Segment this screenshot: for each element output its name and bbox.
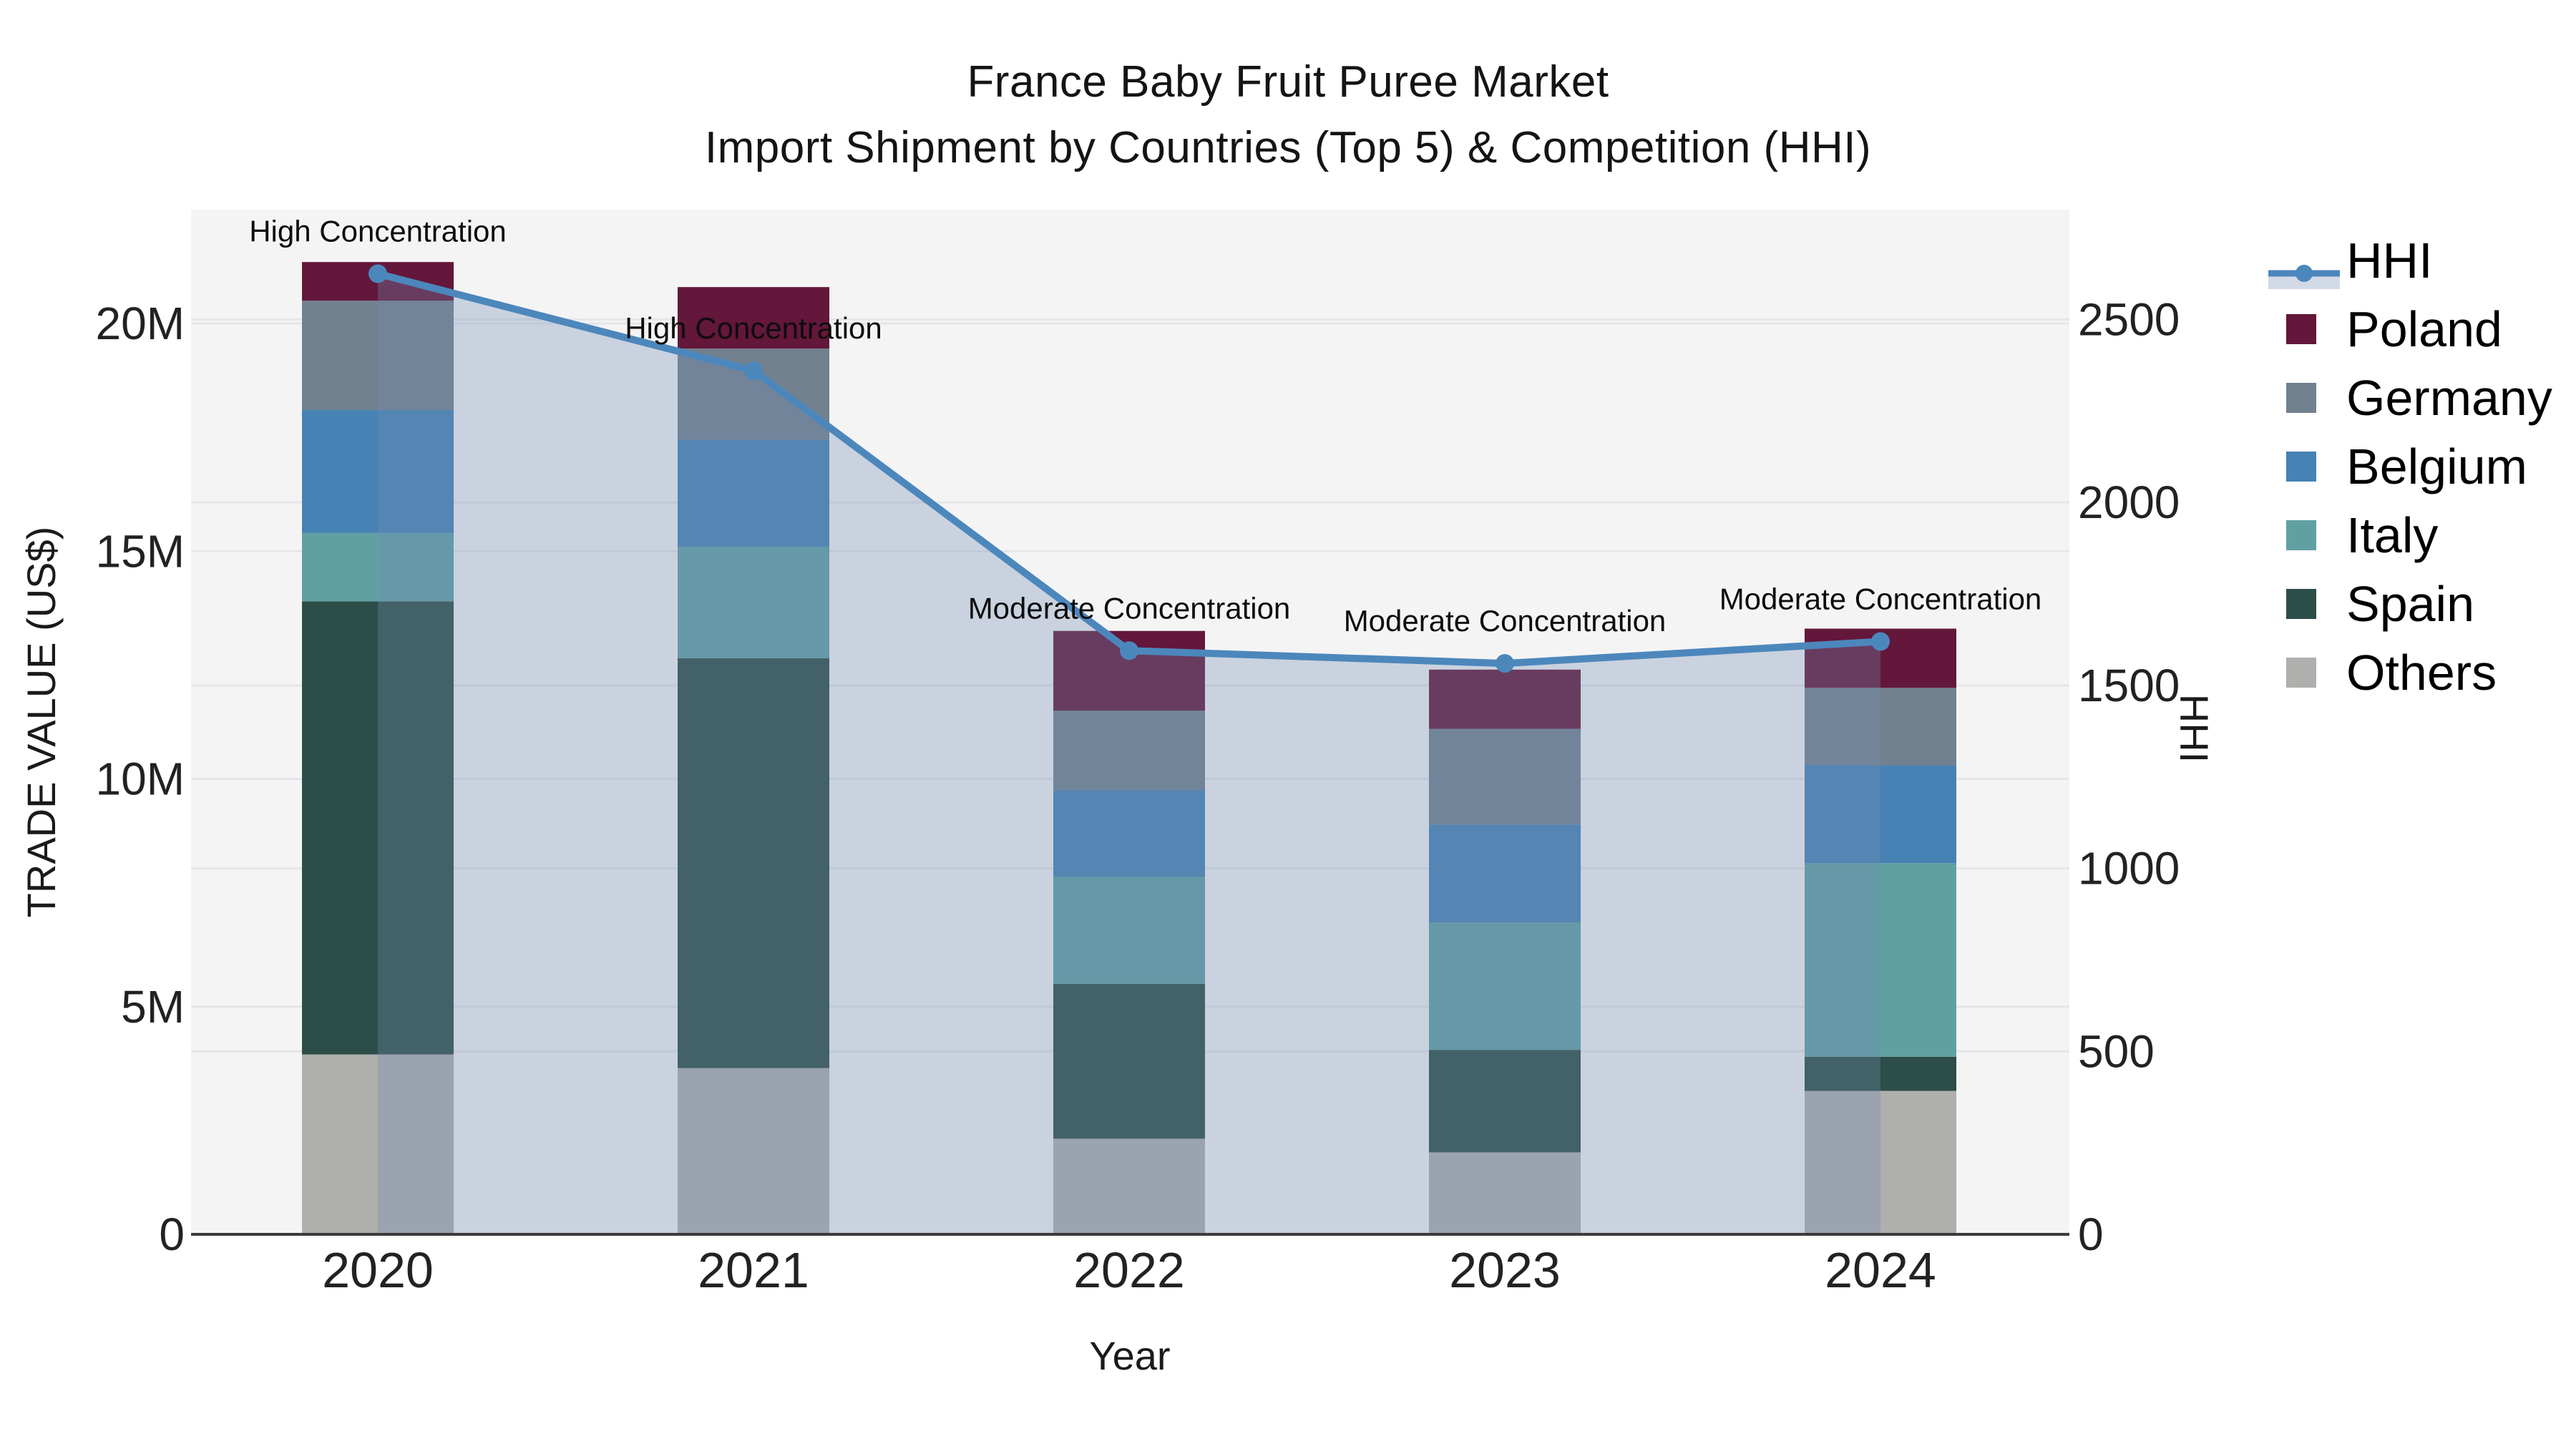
- bar-segment-germany-2022[interactable]: [1053, 711, 1205, 791]
- legend-label-hhi: HHI: [2346, 233, 2433, 288]
- y-left-tick-10M: 10M: [96, 753, 185, 805]
- x-tick-2022: 2022: [1073, 1242, 1185, 1298]
- page-title-line-1: France Baby Fruit Puree Market: [967, 57, 1609, 107]
- y-left-tick-0: 0: [159, 1209, 185, 1260]
- legend-item-others[interactable]: Others: [2268, 638, 2552, 707]
- legend-swatch-germany: [2286, 383, 2316, 413]
- y-left-tick-20M: 20M: [96, 298, 185, 349]
- bar-segment-others-2024[interactable]: [1805, 1091, 1956, 1234]
- bar-segment-italy-2022[interactable]: [1053, 877, 1205, 984]
- annotation-2024: Moderate Concentration: [1719, 582, 2042, 615]
- y-right-tick-500: 500: [2078, 1025, 2155, 1077]
- annotation-2021: High Concentration: [625, 311, 882, 345]
- bar-segment-spain-2024[interactable]: [1805, 1056, 1956, 1091]
- y-right-tick-2500: 2500: [2078, 293, 2180, 345]
- bar-segment-poland-2023[interactable]: [1429, 669, 1581, 729]
- legend-swatch-poland: [2286, 314, 2316, 344]
- page-title-line-2: Import Shipment by Countries (Top 5) & C…: [704, 123, 1872, 172]
- x-axis-title: Year: [1089, 1333, 1171, 1378]
- legend-label-belgium: Belgium: [2346, 439, 2527, 494]
- bar-segment-belgium-2023[interactable]: [1429, 824, 1581, 923]
- bar-segment-belgium-2021[interactable]: [678, 439, 829, 547]
- legend-item-italy[interactable]: Italy: [2268, 501, 2552, 570]
- bar-segment-others-2021[interactable]: [678, 1068, 829, 1234]
- bar-segment-poland-2021[interactable]: [678, 287, 829, 349]
- bar-segment-others-2022[interactable]: [1053, 1138, 1205, 1234]
- legend-item-hhi[interactable]: HHI: [2268, 226, 2552, 295]
- legend-label-germany: Germany: [2346, 370, 2552, 426]
- bar-segment-spain-2021[interactable]: [678, 658, 829, 1068]
- hhi-area-fill: [378, 273, 1880, 1234]
- legend-swatch-belgium: [2286, 452, 2316, 482]
- legend-item-poland[interactable]: Poland: [2268, 295, 2552, 364]
- y-right-tick-0: 0: [2078, 1209, 2104, 1260]
- bar-segment-italy-2020[interactable]: [302, 532, 454, 602]
- bar-segment-belgium-2024[interactable]: [1805, 765, 1956, 864]
- y-right-tick-2000: 2000: [2078, 477, 2180, 528]
- legend-label-poland: Poland: [2346, 301, 2502, 357]
- bar-segment-belgium-2022[interactable]: [1053, 790, 1205, 877]
- legend-swatch-spain: [2286, 589, 2316, 619]
- y-axis-title-left: TRADE VALUE (US$): [19, 526, 64, 918]
- hhi-marker-2020[interactable]: [369, 264, 387, 283]
- x-tick-2021: 2021: [698, 1242, 809, 1298]
- bar-segment-others-2023[interactable]: [1429, 1152, 1581, 1234]
- hhi-marker-2023[interactable]: [1496, 654, 1514, 673]
- bar-segment-germany-2023[interactable]: [1429, 728, 1581, 825]
- y-left-tick-5M: 5M: [121, 981, 185, 1033]
- annotation-2023: Moderate Concentration: [1344, 604, 1667, 638]
- bar-segment-italy-2021[interactable]: [678, 546, 829, 658]
- annotation-2020: High Concentration: [249, 215, 507, 248]
- legend-item-belgium[interactable]: Belgium: [2268, 432, 2552, 501]
- y-left-tick-15M: 15M: [96, 525, 185, 577]
- legend-label-italy: Italy: [2346, 507, 2439, 563]
- y-right-tick-1000: 1000: [2078, 843, 2180, 894]
- legend-swatch-others: [2286, 658, 2316, 688]
- bar-segment-germany-2024[interactable]: [1805, 688, 1956, 766]
- x-tick-2020: 2020: [322, 1242, 434, 1298]
- hhi-marker-2024[interactable]: [1871, 632, 1890, 651]
- legend-swatch-italy: [2286, 520, 2316, 550]
- bar-segment-germany-2020[interactable]: [302, 301, 454, 411]
- legend-label-others: Others: [2346, 645, 2497, 701]
- hhi-marker-2022[interactable]: [1120, 641, 1138, 660]
- y-right-tick-1500: 1500: [2078, 660, 2180, 711]
- bar-segment-belgium-2020[interactable]: [302, 410, 454, 533]
- bar-segment-italy-2023[interactable]: [1429, 922, 1581, 1050]
- x-tick-2023: 2023: [1449, 1242, 1561, 1298]
- x-tick-2024: 2024: [1825, 1242, 1936, 1298]
- bar-segment-italy-2024[interactable]: [1805, 863, 1956, 1057]
- hhi-line-icon: [2268, 245, 2340, 289]
- y-axis-title-right: HHI: [2172, 693, 2217, 763]
- bar-segment-spain-2023[interactable]: [1429, 1050, 1581, 1153]
- bar-segment-spain-2022[interactable]: [1053, 983, 1205, 1139]
- hhi-marker-2021[interactable]: [744, 361, 763, 381]
- legend-label-spain: Spain: [2346, 576, 2475, 632]
- legend-item-germany[interactable]: Germany: [2268, 364, 2552, 432]
- legend: HHI Poland Germany Belgium Italy Spain Others: [2268, 226, 2552, 707]
- bar-segment-others-2020[interactable]: [302, 1054, 454, 1234]
- legend-item-spain[interactable]: Spain: [2268, 570, 2552, 638]
- annotation-2022: Moderate Concentration: [968, 591, 1291, 625]
- bar-segment-spain-2020[interactable]: [302, 601, 454, 1055]
